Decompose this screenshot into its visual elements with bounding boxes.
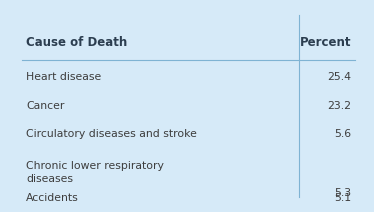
Text: Accidents: Accidents: [26, 193, 79, 203]
Text: 23.2: 23.2: [328, 101, 352, 111]
Text: Chronic lower respiratory
diseases: Chronic lower respiratory diseases: [26, 161, 164, 184]
Text: 5.6: 5.6: [334, 129, 352, 139]
Text: 25.4: 25.4: [328, 72, 352, 82]
Text: Cancer: Cancer: [26, 101, 65, 111]
Text: Percent: Percent: [300, 36, 352, 49]
Text: Heart disease: Heart disease: [26, 72, 101, 82]
Text: Circulatory diseases and stroke: Circulatory diseases and stroke: [26, 129, 197, 139]
Text: 5.3: 5.3: [334, 188, 352, 198]
Text: 5.1: 5.1: [334, 193, 352, 203]
Text: Cause of Death: Cause of Death: [26, 36, 128, 49]
